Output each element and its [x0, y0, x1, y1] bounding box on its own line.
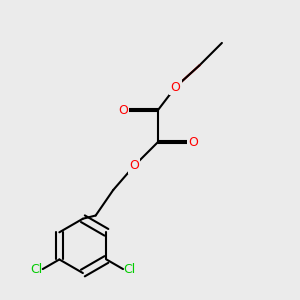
Text: O: O: [171, 80, 181, 94]
Text: O: O: [118, 103, 128, 117]
Text: O: O: [129, 160, 139, 172]
Text: Cl: Cl: [123, 262, 135, 275]
Text: O: O: [188, 136, 198, 148]
Text: Cl: Cl: [31, 262, 43, 275]
